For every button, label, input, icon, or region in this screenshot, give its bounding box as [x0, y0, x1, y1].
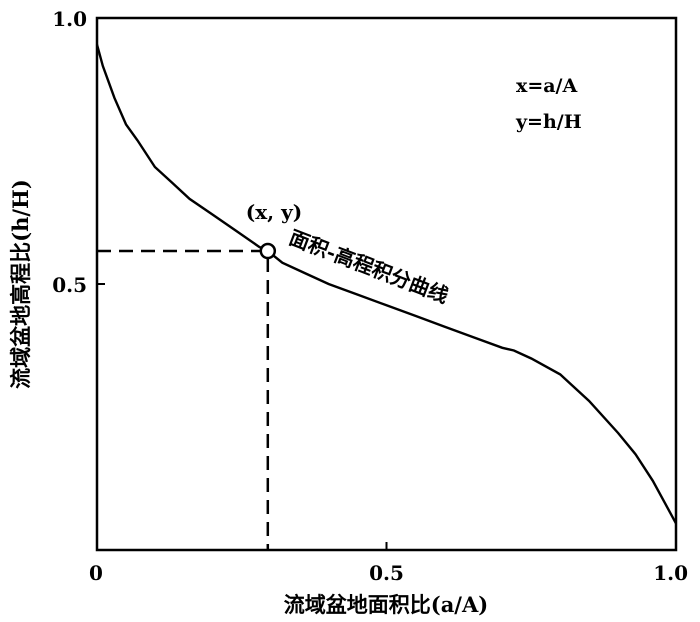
y-axis-title: 流域盆地高程比(h/H) — [8, 179, 33, 389]
x-tick-label: 0 — [89, 561, 103, 585]
x-tick-label: 0.5 — [369, 561, 404, 585]
curve-label: 面积-高程积分曲线 — [286, 225, 452, 308]
annotation-y-def: y=h/H — [515, 111, 582, 133]
axis-ticks: 0 0.5 1.0 0.5 1.0 — [52, 7, 688, 585]
y-tick-label: 1.0 — [52, 7, 87, 31]
marked-point — [259, 242, 277, 260]
x-tick-label: 1.0 — [653, 561, 688, 585]
x-axis-title: 流域盆地面积比(a/A) — [284, 592, 488, 617]
series-line — [95, 44, 678, 524]
y-tick-label: 0.5 — [52, 273, 87, 297]
marked-point-label: (x, y) — [246, 200, 302, 224]
annotation-x-def: x=a/A — [516, 75, 577, 97]
